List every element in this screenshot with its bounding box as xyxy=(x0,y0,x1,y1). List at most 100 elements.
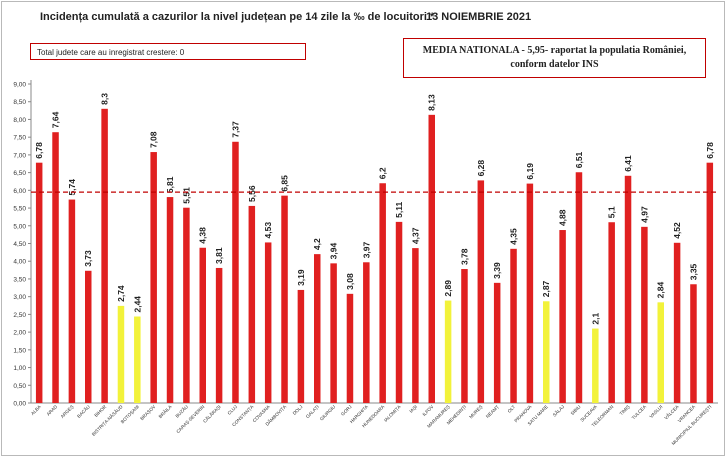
category-label: OLT xyxy=(507,404,517,414)
bar xyxy=(477,180,485,403)
national-average-line1: MEDIA NATIONALA - 5,95- raportat la popu… xyxy=(422,45,687,56)
y-tick-label: 3,50 xyxy=(13,276,26,283)
data-label: 4,52 xyxy=(672,222,682,239)
y-tick-label: 9,00 xyxy=(13,82,26,89)
data-label: 6,28 xyxy=(476,160,486,177)
data-label: 4,88 xyxy=(558,209,568,226)
category-label: DOLJ xyxy=(292,404,304,416)
category-label: ALBA xyxy=(30,404,43,417)
y-tick-label: 8,00 xyxy=(13,117,26,124)
data-label: 5,81 xyxy=(165,176,175,193)
category-label: SĂLAJ xyxy=(551,403,565,417)
data-label: 3,73 xyxy=(83,250,93,267)
category-label: TULCEA xyxy=(631,404,648,421)
y-tick-label: 4,00 xyxy=(13,259,26,266)
bar xyxy=(346,293,354,403)
bar xyxy=(657,302,664,403)
bar xyxy=(330,263,337,403)
y-tick-label: 2,00 xyxy=(13,330,26,337)
bar xyxy=(493,282,501,403)
bar xyxy=(52,132,59,403)
data-label: 3,81 xyxy=(214,247,224,264)
category-label: ILFOV xyxy=(422,404,436,418)
bar xyxy=(444,300,452,403)
bar xyxy=(85,270,92,403)
bar xyxy=(559,230,566,403)
bar xyxy=(543,301,550,403)
category-label: TIMIȘ xyxy=(619,404,631,416)
bar xyxy=(690,284,697,403)
bar xyxy=(608,222,615,403)
data-label: 6,78 xyxy=(34,142,44,159)
national-average-box: MEDIA NATIONALA - 5,95- raportat la popu… xyxy=(403,38,706,78)
category-label: GALAȚI xyxy=(305,404,320,419)
bar xyxy=(68,199,76,403)
data-label: 6,78 xyxy=(705,142,715,159)
bar xyxy=(117,305,125,403)
chart-title: Incidența cumulată a cazurilor la nivel … xyxy=(40,11,435,23)
bar xyxy=(166,197,174,403)
data-label: 5,56 xyxy=(247,185,257,202)
y-tick-label: 0,50 xyxy=(13,383,26,390)
data-label: 6,85 xyxy=(280,175,290,192)
bar xyxy=(183,207,190,403)
category-label: GIURGIU xyxy=(319,404,336,421)
category-label: MUREȘ xyxy=(468,404,483,419)
data-label: 3,35 xyxy=(688,263,698,280)
category-label: IAȘI xyxy=(408,404,418,414)
bar xyxy=(575,172,583,403)
bar xyxy=(379,183,386,403)
bar xyxy=(199,247,206,403)
bar xyxy=(510,248,517,403)
data-label: 3,08 xyxy=(345,273,355,290)
category-label: GORJ xyxy=(340,404,353,417)
y-tick-label: 6,00 xyxy=(13,188,26,195)
category-label: NEAMȚ xyxy=(485,404,500,419)
bar xyxy=(624,175,632,403)
bar xyxy=(134,316,141,403)
data-label: 3,39 xyxy=(492,262,502,279)
bar xyxy=(101,108,108,404)
data-label: 2,1 xyxy=(590,312,600,324)
bar xyxy=(232,141,239,403)
y-tick-label: 5,50 xyxy=(13,206,26,213)
category-label: CLUJ xyxy=(227,404,239,416)
bar xyxy=(363,262,370,403)
data-label: 5,1 xyxy=(607,206,617,218)
category-label: BACĂU xyxy=(76,403,91,418)
category-label: BISTRIȚA-NĂSĂUD xyxy=(90,403,124,437)
data-label: 3,19 xyxy=(296,269,306,286)
data-label: 3,78 xyxy=(459,248,469,265)
bar xyxy=(592,328,599,403)
y-tick-label: 0,00 xyxy=(13,401,26,408)
data-label: 8,3 xyxy=(100,93,110,105)
category-label: BRAȘOV xyxy=(139,404,157,422)
data-label: 5,74 xyxy=(67,179,77,196)
category-label: ARAD xyxy=(46,404,59,417)
bar xyxy=(150,152,157,403)
bar xyxy=(412,248,419,403)
y-tick-label: 1,50 xyxy=(13,347,26,354)
data-label: 8,13 xyxy=(427,94,437,111)
bar xyxy=(526,183,534,403)
data-label: 5,11 xyxy=(394,202,404,218)
y-tick-label: 1,00 xyxy=(13,365,26,372)
bar xyxy=(673,242,681,403)
category-label: VASLUI xyxy=(649,404,664,419)
data-label: 4,97 xyxy=(639,206,649,223)
data-label: 5,51 xyxy=(181,187,191,204)
data-label: 4,35 xyxy=(509,228,519,245)
data-label: 6,19 xyxy=(525,163,535,180)
y-tick-label: 7,50 xyxy=(13,135,26,142)
data-label: 4,2 xyxy=(312,238,322,250)
data-label: 7,37 xyxy=(230,121,240,138)
data-label: 3,94 xyxy=(329,243,339,260)
bar xyxy=(215,267,223,403)
category-label: BIHOR xyxy=(93,404,107,418)
bar xyxy=(641,226,648,403)
category-label: BRĂILA xyxy=(157,403,173,419)
data-label: 2,44 xyxy=(132,296,142,313)
national-average-line2: conform datelor INS xyxy=(510,59,599,70)
data-label: 7,08 xyxy=(149,131,159,148)
